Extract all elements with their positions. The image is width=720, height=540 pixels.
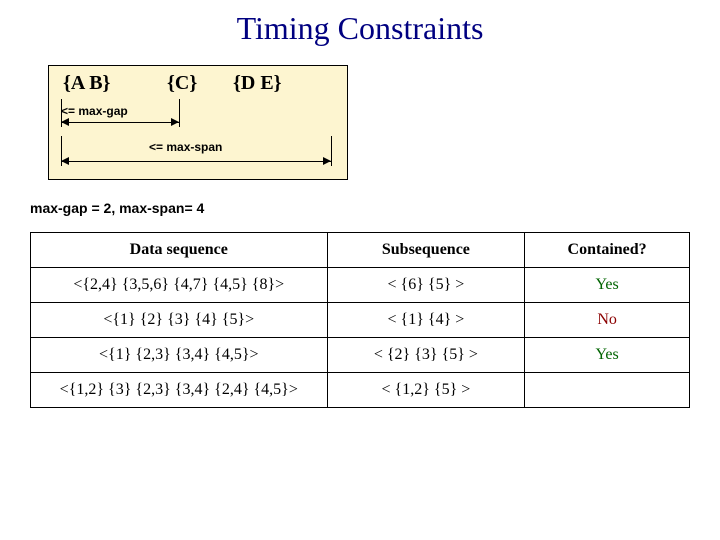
table-header-row: Data sequence Subsequence Contained? xyxy=(31,233,690,268)
span-tick-right xyxy=(331,136,332,166)
span-arrow-head-l xyxy=(61,157,69,165)
seq-item-ab: {A B} xyxy=(63,72,110,95)
cell-sub: < {1} {4} > xyxy=(327,303,525,338)
max-span-label: <= max-span xyxy=(149,140,222,154)
table-row: <{1} {2} {3} {4} {5}>< {1} {4} >No xyxy=(31,303,690,338)
cell-contained: Yes xyxy=(525,268,690,303)
cell-contained: Yes xyxy=(525,338,690,373)
timing-diagram: {A B} {C} {D E} <= max-gap <= max-span xyxy=(48,65,690,180)
cell-sub: < {6} {5} > xyxy=(327,268,525,303)
cell-contained xyxy=(525,373,690,408)
th-cont: Contained? xyxy=(525,233,690,268)
cell-data: <{1,2} {3} {2,3} {3,4} {2,4} {4,5}> xyxy=(31,373,328,408)
cell-data: <{1} {2} {3} {4} {5}> xyxy=(31,303,328,338)
seq-item-c: {C} xyxy=(167,72,197,95)
th-sub: Subsequence xyxy=(327,233,525,268)
constraints-table: Data sequence Subsequence Contained? <{2… xyxy=(30,232,690,408)
gap-arrow-head-l xyxy=(61,118,69,126)
page-title: Timing Constraints xyxy=(30,10,690,47)
gap-tick-right xyxy=(179,99,180,127)
gap-arrow-head-r xyxy=(171,118,179,126)
cell-sub: < {1,2} {5} > xyxy=(327,373,525,408)
table-row: <{1} {2,3} {3,4} {4,5}>< {2} {3} {5} >Ye… xyxy=(31,338,690,373)
max-gap-label: <= max-gap xyxy=(61,104,128,118)
table-row: <{2,4} {3,5,6} {4,7} {4,5} {8}>< {6} {5}… xyxy=(31,268,690,303)
table-row: <{1,2} {3} {2,3} {3,4} {2,4} {4,5}>< {1,… xyxy=(31,373,690,408)
th-data: Data sequence xyxy=(31,233,328,268)
params-text: max-gap = 2, max-span= 4 xyxy=(30,200,690,216)
gap-arrow-line xyxy=(61,122,179,123)
seq-item-de: {D E} xyxy=(233,72,282,95)
cell-data: <{1} {2,3} {3,4} {4,5}> xyxy=(31,338,328,373)
span-arrow-head-r xyxy=(323,157,331,165)
span-arrow-line xyxy=(61,161,331,162)
cell-data: <{2,4} {3,5,6} {4,7} {4,5} {8}> xyxy=(31,268,328,303)
cell-sub: < {2} {3} {5} > xyxy=(327,338,525,373)
cell-contained: No xyxy=(525,303,690,338)
